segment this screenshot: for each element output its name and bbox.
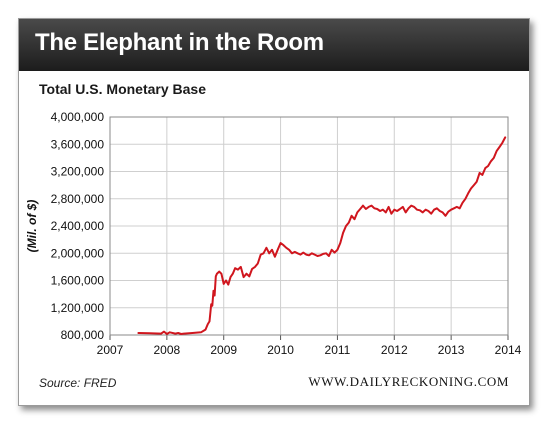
y-tick-label: 800,000 <box>61 328 105 342</box>
x-tick-label: 2011 <box>325 343 351 357</box>
x-tick-label: 2013 <box>438 343 465 357</box>
y-tick-label: 2,400,000 <box>51 219 105 233</box>
x-tick-label: 2010 <box>267 343 294 357</box>
y-tick-label: 4,000,000 <box>51 110 105 124</box>
y-tick-label: 1,600,000 <box>51 274 105 288</box>
y-tick-label: 2,800,000 <box>51 192 105 206</box>
y-tick-label: 3,200,000 <box>51 165 105 179</box>
x-tick-label: 2009 <box>210 343 237 357</box>
series-line <box>137 136 507 335</box>
y-tick-label: 2,000,000 <box>51 246 105 260</box>
x-tick-label: 2007 <box>97 343 124 357</box>
line-chart: 800,000 1,200,000 1,600,000 2,000,000 2,400,… <box>25 110 522 357</box>
x-tick-label: 2014 <box>495 343 522 357</box>
chart-title: Total U.S. Monetary Base <box>39 81 207 97</box>
source-label: Source: FRED <box>39 376 117 390</box>
y-tick-label: 1,200,000 <box>51 301 105 315</box>
website-label: WWW.DAILYRECKONING.COM <box>308 374 509 389</box>
header-bar: The Elephant in the Room <box>19 19 529 71</box>
x-tick-label: 2008 <box>154 343 181 357</box>
y-tick-label: 3,600,000 <box>51 137 105 151</box>
header-title: The Elephant in the Room <box>35 29 324 56</box>
x-tick-label: 2012 <box>381 343 408 357</box>
chart-card: The Elephant in the Room Total U.S. Mone… <box>18 18 530 406</box>
y-axis-label: (Mil. of $) <box>25 200 39 253</box>
plot-border <box>109 116 509 336</box>
